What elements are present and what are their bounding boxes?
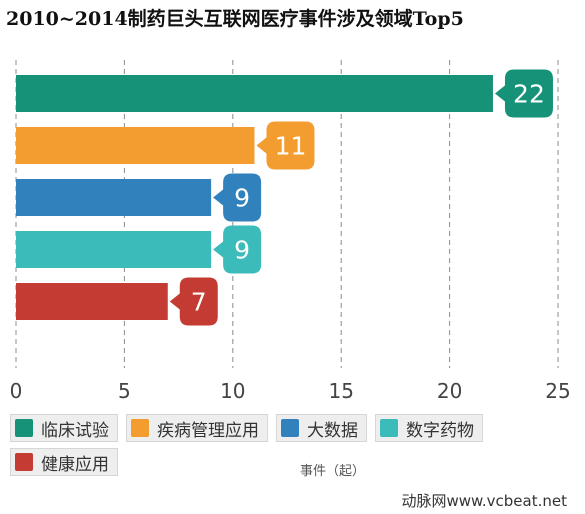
data-label-callout [169, 277, 218, 326]
data-label: 11 [275, 132, 307, 161]
x-tick-label: 25 [545, 379, 570, 403]
legend-item: 数字药物 [375, 414, 483, 442]
bar [16, 75, 493, 112]
data-label-callout [256, 121, 315, 170]
legend-label: 临床试验 [41, 420, 109, 441]
x-tick-label: 10 [220, 379, 245, 403]
data-label-callout [213, 173, 262, 222]
legend-item: 临床试验 [10, 414, 118, 442]
x-tick-label: 0 [10, 379, 23, 403]
legend-label: 数字药物 [406, 420, 474, 441]
legend-item: 疾病管理应用 [126, 414, 268, 442]
data-label-callout [213, 225, 262, 274]
data-label: 9 [234, 236, 250, 265]
legend-label: 疾病管理应用 [157, 420, 259, 441]
legend-swatch [131, 419, 149, 437]
data-label: 9 [234, 184, 250, 213]
chart-legend: 临床试验 疾病管理应用 大数据 数字药物健康应用 [10, 414, 570, 476]
legend-label: 健康应用 [41, 454, 109, 475]
data-label: 7 [191, 288, 207, 317]
legend-swatch [281, 419, 299, 437]
chart-title: 2010~2014制药巨头互联网医疗事件涉及领域Top5 [6, 8, 464, 30]
legend-swatch [15, 419, 33, 437]
legend-label: 大数据 [307, 420, 358, 441]
bar [16, 283, 168, 320]
data-label-callout [494, 69, 553, 118]
legend-swatch [380, 419, 398, 437]
legend-swatch [15, 453, 33, 471]
legend-item: 健康应用 [10, 448, 118, 476]
x-tick-label: 5 [118, 379, 131, 403]
bar [16, 179, 212, 216]
source-credit: 动脉网www.vcbeat.net [401, 492, 567, 510]
data-label: 22 [513, 80, 545, 109]
x-axis-label: 事件（起） [300, 464, 366, 479]
x-tick-label: 15 [328, 379, 353, 403]
bar [16, 127, 255, 164]
x-tick-label: 20 [437, 379, 462, 403]
bar [16, 231, 212, 268]
legend-item: 大数据 [276, 414, 367, 442]
